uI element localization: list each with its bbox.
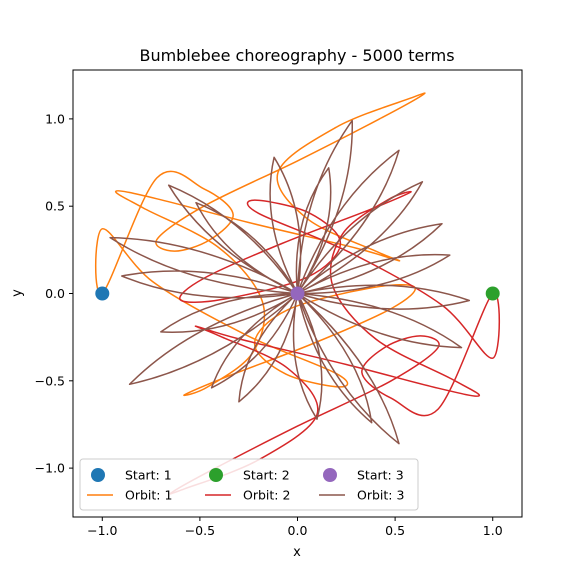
legend: Start: 1 Orbit: 1 Start: 2 Orbit: 2 Start: 3…: [79, 458, 419, 511]
legend-start-2-label: Start: 2: [243, 468, 290, 483]
x-tick-label: −1.0: [87, 523, 117, 538]
legend-orbit-1-label: Orbit: 1: [125, 488, 172, 503]
legend-start-1-marker: [91, 468, 105, 482]
axis-ticks: −1.0 −0.5 0.0 0.5 1.0 −1.0 −0.5 0.0 0.5 1.0: [35, 111, 503, 538]
legend-orbit-3-label: Orbit: 3: [357, 488, 404, 503]
legend-orbit-2-label: Orbit: 2: [243, 488, 290, 503]
x-tick-label: 0.0: [288, 523, 308, 538]
y-tick-label: 1.0: [45, 111, 65, 126]
legend-start-3-label: Start: 3: [357, 468, 404, 483]
legend-start-2-marker: [209, 468, 223, 482]
y-axis-label: y: [10, 289, 25, 297]
x-axis-label: x: [293, 545, 301, 560]
y-tick-label: 0.0: [45, 286, 65, 301]
chart-title: Bumblebee choreography - 5000 terms: [139, 46, 454, 65]
plot-area: [94, 92, 501, 495]
orbit-1: [94, 92, 426, 397]
orbit-1-line: [94, 92, 426, 397]
start-marker-2: [485, 286, 500, 301]
start-marker-1: [95, 286, 110, 301]
legend-start-1-label: Start: 1: [125, 468, 172, 483]
x-tick-label: 0.5: [385, 523, 405, 538]
x-tick-label: 1.0: [483, 523, 503, 538]
legend-start-3-marker: [323, 468, 337, 482]
y-tick-label: −0.5: [35, 373, 65, 388]
y-tick-label: 0.5: [45, 199, 65, 214]
x-tick-label: −0.5: [185, 523, 215, 538]
y-tick-label: −1.0: [35, 461, 65, 476]
start-marker-3: [290, 286, 305, 301]
